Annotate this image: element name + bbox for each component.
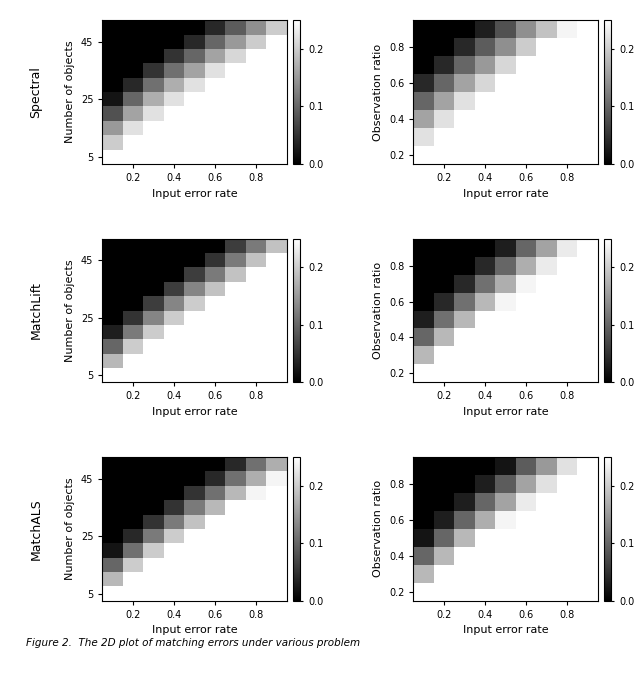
X-axis label: Input error rate: Input error rate	[463, 188, 548, 198]
Y-axis label: Number of objects: Number of objects	[65, 259, 76, 362]
Text: MatchALS: MatchALS	[29, 498, 42, 560]
Y-axis label: Observation ratio: Observation ratio	[374, 43, 383, 140]
Y-axis label: Observation ratio: Observation ratio	[374, 262, 383, 359]
Text: Figure 2.  The 2D plot of matching errors under various problem: Figure 2. The 2D plot of matching errors…	[26, 638, 360, 648]
X-axis label: Input error rate: Input error rate	[152, 407, 237, 417]
Y-axis label: Number of objects: Number of objects	[65, 478, 76, 580]
X-axis label: Input error rate: Input error rate	[463, 407, 548, 417]
Text: Spectral: Spectral	[29, 66, 42, 118]
X-axis label: Input error rate: Input error rate	[152, 188, 237, 198]
Y-axis label: Observation ratio: Observation ratio	[374, 481, 383, 578]
X-axis label: Input error rate: Input error rate	[152, 625, 237, 635]
Y-axis label: Number of objects: Number of objects	[65, 40, 76, 143]
Text: MatchLift: MatchLift	[29, 281, 42, 340]
X-axis label: Input error rate: Input error rate	[463, 625, 548, 635]
